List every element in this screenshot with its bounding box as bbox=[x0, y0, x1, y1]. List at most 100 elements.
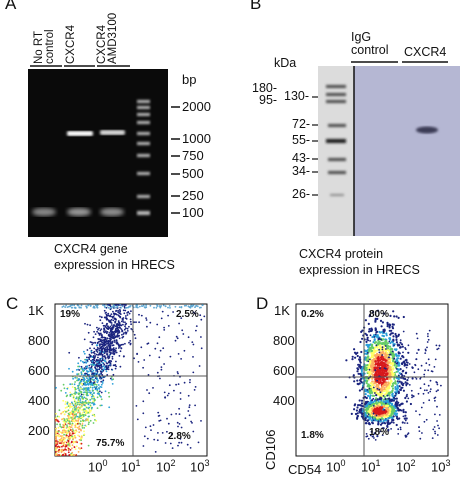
scatter-point bbox=[367, 322, 370, 325]
scatter-point bbox=[96, 304, 99, 307]
scatter-point bbox=[63, 423, 66, 425]
scatter-point bbox=[82, 378, 85, 381]
scatter-point bbox=[162, 347, 165, 350]
scatter-point bbox=[374, 333, 377, 336]
scatter-point bbox=[60, 389, 63, 392]
scatter-point bbox=[435, 390, 438, 393]
scatter-point bbox=[112, 310, 114, 313]
scatter-point bbox=[383, 370, 387, 373]
scatter-point bbox=[77, 362, 80, 365]
scatter-point bbox=[72, 396, 75, 399]
scatter-point bbox=[365, 340, 368, 343]
panel-c-letter: C bbox=[6, 294, 19, 313]
scatter-point bbox=[395, 315, 398, 318]
scatter-point bbox=[61, 450, 63, 453]
scatter-point bbox=[392, 372, 395, 375]
scatter-point bbox=[100, 396, 102, 398]
scatter-point bbox=[99, 385, 102, 388]
scatter-point bbox=[59, 431, 62, 434]
scatter-point bbox=[376, 366, 379, 369]
marker-ticks-a bbox=[171, 106, 180, 214]
scatter-point bbox=[109, 348, 111, 351]
scatter-point bbox=[97, 338, 100, 340]
gel-ladder bbox=[137, 100, 150, 215]
scatter-point bbox=[83, 338, 86, 341]
scatter-point bbox=[72, 442, 75, 444]
marker-100: 100 bbox=[182, 205, 204, 220]
scatter-point bbox=[410, 389, 413, 392]
scatter-point bbox=[377, 422, 380, 425]
scatter-point bbox=[424, 369, 426, 372]
scatter-point bbox=[365, 435, 368, 438]
scatter-point bbox=[115, 310, 117, 312]
scatter-point bbox=[142, 445, 145, 447]
scatter-point bbox=[84, 361, 87, 363]
scatter-point bbox=[101, 345, 104, 348]
scatter-point bbox=[87, 331, 90, 334]
scatter-point bbox=[101, 374, 104, 376]
scatter-point bbox=[81, 400, 84, 403]
scatter-point bbox=[181, 329, 184, 332]
scatter-point bbox=[395, 341, 398, 344]
scatter-point bbox=[396, 343, 399, 346]
scatter-point bbox=[386, 325, 389, 328]
scatter-point bbox=[351, 355, 354, 358]
scatter-point bbox=[188, 406, 191, 409]
scatter-point bbox=[86, 418, 88, 421]
scatter-point bbox=[357, 383, 360, 386]
scatter-point bbox=[57, 426, 60, 429]
scatter-point bbox=[76, 304, 79, 307]
scatter-point bbox=[78, 428, 80, 431]
scatter-point bbox=[122, 317, 125, 319]
scatter-point bbox=[404, 348, 407, 351]
scatter-point bbox=[116, 342, 119, 345]
scatter-point bbox=[381, 384, 384, 387]
scatter-point bbox=[118, 321, 120, 324]
scatter-point bbox=[104, 366, 106, 369]
scatter-point bbox=[436, 405, 438, 408]
scatter-point bbox=[122, 323, 124, 326]
scatter-point bbox=[192, 311, 195, 314]
scatter-point bbox=[88, 410, 91, 413]
scatter-point bbox=[364, 393, 367, 396]
scatter-point bbox=[75, 429, 77, 432]
scatter-point bbox=[55, 438, 57, 441]
scatter-point bbox=[436, 434, 439, 436]
scatter-point bbox=[80, 439, 82, 442]
scatter-point bbox=[94, 399, 96, 401]
scatter-point bbox=[111, 306, 113, 309]
scatter-point bbox=[92, 364, 95, 366]
scatter-point bbox=[109, 325, 112, 328]
scatter-point bbox=[107, 319, 110, 321]
scatter-point bbox=[388, 326, 391, 329]
scatter-point bbox=[389, 348, 392, 351]
scatter-point bbox=[372, 386, 375, 389]
scatter-point bbox=[167, 306, 169, 309]
scatter-point bbox=[68, 443, 71, 445]
scatter-point bbox=[121, 329, 123, 332]
scatter-point bbox=[96, 368, 98, 371]
scatter-point bbox=[72, 394, 75, 397]
scatter-point bbox=[56, 450, 59, 453]
scatter-point bbox=[397, 401, 400, 404]
scatter-point bbox=[96, 326, 98, 329]
scatter-point bbox=[399, 346, 402, 349]
scatter-point bbox=[375, 414, 378, 417]
scatter-point bbox=[427, 333, 429, 335]
scatter-point bbox=[422, 392, 425, 395]
scatter-point bbox=[163, 329, 166, 331]
scatter-point bbox=[393, 358, 395, 360]
scatter-point bbox=[372, 394, 376, 397]
scatter-point bbox=[143, 306, 146, 308]
scatter-point bbox=[159, 306, 162, 309]
scatter-point bbox=[427, 335, 429, 338]
scatter-point bbox=[411, 396, 413, 399]
scatter-point bbox=[379, 418, 382, 421]
scatter-point bbox=[120, 343, 123, 346]
scatter-point bbox=[97, 384, 100, 386]
scatter-point bbox=[66, 436, 68, 439]
scatter-point bbox=[90, 359, 92, 362]
scatter-point bbox=[82, 370, 85, 373]
scatter-point bbox=[435, 344, 438, 347]
